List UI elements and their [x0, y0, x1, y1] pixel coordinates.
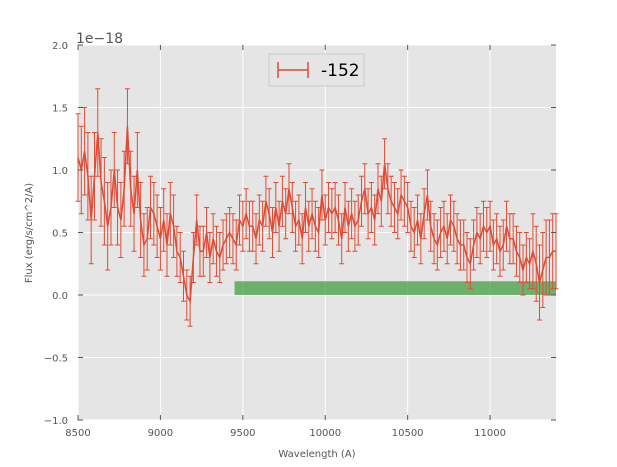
y-tick-label: −0.5 — [44, 354, 68, 365]
legend-errorbar-marker — [277, 62, 309, 78]
x-tick-label: 10000 — [309, 428, 341, 439]
x-axis-label: Wavelength (A) — [278, 449, 355, 460]
series-line — [77, 126, 556, 304]
x-tick-label: 9500 — [230, 428, 255, 439]
series-layer — [75, 88, 559, 327]
y-tick-label: 1.5 — [52, 104, 68, 115]
y-tick-label: 0.5 — [52, 229, 68, 240]
legend-label: -152 — [321, 61, 360, 81]
x-tick-label: 11000 — [474, 428, 506, 439]
highlight-band — [234, 281, 556, 295]
y-axis-label: Flux (erg/s/cm^2/A) — [24, 183, 35, 283]
legend: -152 — [268, 53, 365, 87]
y-offset-label: 1e−18 — [76, 31, 123, 47]
axes-layer — [77, 44, 556, 421]
y-tick-label: −1.0 — [44, 416, 68, 427]
x-tick-label: 9000 — [148, 428, 173, 439]
band-layer — [234, 281, 556, 295]
y-tick-label: 0.0 — [52, 291, 68, 302]
y-tick-label: 2.0 — [52, 41, 68, 52]
tick-labels: 8500 9000 9500 10000 10500 11000 −1.0 −0.5 0.0 0.… — [44, 41, 506, 439]
x-tick-label: 10500 — [392, 428, 424, 439]
y-tick-label: 1.0 — [52, 166, 68, 177]
x-tick-label: 8500 — [65, 428, 90, 439]
